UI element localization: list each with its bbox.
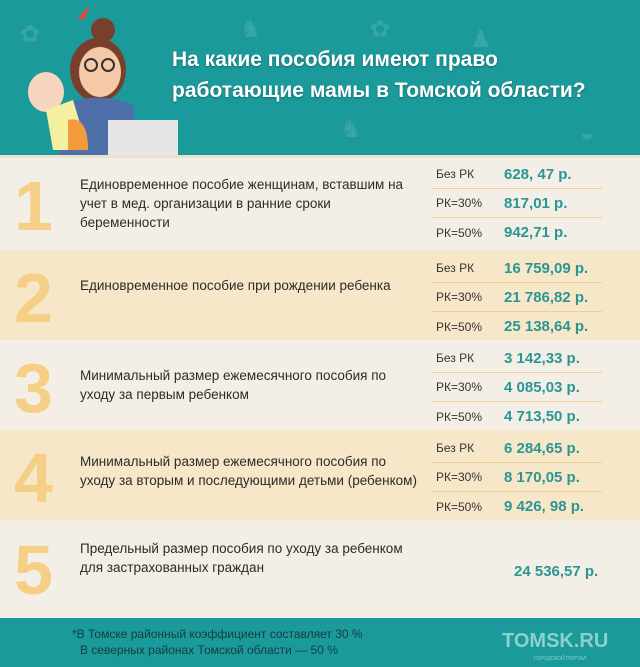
rocking-horse-icon: ♞ [340, 116, 362, 143]
footnote: *В Томске районный коэффициент составляе… [72, 626, 363, 658]
rk-label: РК=50% [436, 499, 483, 514]
value-row: Без РК 628, 47 р. [432, 160, 602, 189]
amount: 4 085,03 р. [504, 378, 580, 396]
rk-label: РК=30% [436, 290, 483, 304]
row-number: 1 [14, 167, 53, 245]
rk-label: РК=50% [436, 409, 483, 424]
benefit-row-4: 4 Минимальный размер ежемесячного пособи… [0, 430, 640, 520]
car-icon: ◒ [580, 120, 595, 147]
footnote-line-1: *В Томске районный коэффициент составляе… [72, 627, 363, 641]
value-row: Без РК 16 759,09 р. [432, 254, 602, 283]
value-row: Без РК 3 142,33 р. [432, 344, 602, 373]
rk-label: Без РК [436, 441, 475, 455]
benefit-description: Минимальный размер ежемесячного пособия … [80, 454, 417, 488]
value-row: РК=30% 817,01 р. [432, 189, 602, 218]
footer: *В Томске районный коэффициент составляе… [0, 618, 640, 667]
rk-label: РК=50% [436, 225, 483, 240]
benefit-description: Единовременное пособие при рождении ребе… [80, 278, 391, 293]
amount: 9 426, 98 р. [504, 498, 585, 515]
value-row: Без РК 6 284,65 р. [432, 434, 602, 463]
amount: 4 713,50 р. [504, 408, 580, 425]
tomsk-ru-logo: TOMSK.RU [502, 630, 609, 652]
value-row: РК=50% 9 426, 98 р. [432, 492, 602, 521]
amount: 8 170,05 р. [504, 468, 580, 486]
row-number: 2 [14, 259, 53, 337]
amount: 3 142,33 р. [504, 349, 580, 367]
value-row: РК=30% 4 085,03 р. [432, 373, 602, 402]
page-title: На какие пособия имеют право работающие … [172, 44, 586, 106]
value-row: 24 536,57 р. [432, 557, 602, 586]
mother-with-baby-illustration [28, 5, 178, 155]
amount: 817,01 р. [504, 194, 568, 212]
values-table: Без РК 16 759,09 р. РК=30% 21 786,82 р. РК… [432, 254, 602, 341]
row-number: 4 [14, 439, 53, 517]
row-number: 3 [14, 349, 53, 427]
values-table: 24 536,57 р. [432, 557, 602, 586]
amount: 25 138,64 р. [504, 318, 589, 335]
title-line-2: работающие мамы в Томской области? [172, 79, 586, 102]
row-number: 5 [14, 531, 53, 609]
benefit-row-2: 2 Единовременное пособие при рождении ре… [0, 250, 640, 340]
rk-label: Без РК [436, 167, 475, 181]
amount: 16 759,09 р. [504, 259, 589, 277]
rk-label: РК=30% [436, 380, 483, 394]
rk-label: РК=50% [436, 319, 483, 334]
sock-icon: ♟ [470, 26, 492, 53]
values-table: Без РК 628, 47 р. РК=30% 817,01 р. РК=50% 9… [432, 160, 602, 247]
rocking-horse-icon: ♞ [240, 16, 262, 43]
value-row: РК=30% 21 786,82 р. [432, 283, 602, 312]
amount: 21 786,82 р. [504, 288, 589, 306]
rk-label: Без РК [436, 261, 475, 275]
rk-label: Без РК [436, 351, 475, 365]
rk-label: РК=30% [436, 470, 483, 484]
value-row: РК=50% 942,71 р. [432, 218, 602, 247]
values-table: Без РК 3 142,33 р. РК=30% 4 085,03 р. РК=5… [432, 344, 602, 431]
value-row: РК=30% 8 170,05 р. [432, 463, 602, 492]
amount: 6 284,65 р. [504, 439, 580, 457]
benefit-row-1: 1 Единовременное пособие женщинам, встав… [0, 158, 640, 250]
teddy-icon: ✿ [20, 21, 41, 48]
footnote-line-2: В северных районах Томской области — 50 … [80, 643, 338, 657]
amount: 628, 47 р. [504, 165, 572, 183]
title-line-1: На какие пособия имеют право [172, 48, 498, 71]
value-row: РК=50% 25 138,64 р. [432, 312, 602, 341]
header: ✿ ♞ ✿ ♟ ♞ ◒ На какие пособия имеют право… [0, 0, 640, 155]
amount: 942,71 р. [504, 224, 568, 241]
benefit-description: Единовременное пособие женщинам, вставши… [80, 177, 404, 230]
amount: 24 536,57 р. [514, 563, 599, 580]
benefit-description: Предельный размер пособия по уходу за ре… [80, 541, 403, 575]
rk-label: РК=30% [436, 196, 483, 210]
divider [0, 155, 640, 158]
benefit-row-3: 3 Минимальный размер ежемесячного пособи… [0, 340, 640, 430]
benefit-row-5: 5 Предельный размер пособия по уходу за … [0, 520, 640, 618]
values-table: Без РК 6 284,65 р. РК=30% 8 170,05 р. РК=5… [432, 434, 602, 521]
benefit-description: Минимальный размер ежемесячного пособия … [80, 368, 387, 402]
value-row: РК=50% 4 713,50 р. [432, 402, 602, 431]
logo-subtitle: ГОРОДСКОЙ ПОРТАЛ [534, 656, 587, 662]
teddy-icon: ✿ [370, 16, 391, 43]
